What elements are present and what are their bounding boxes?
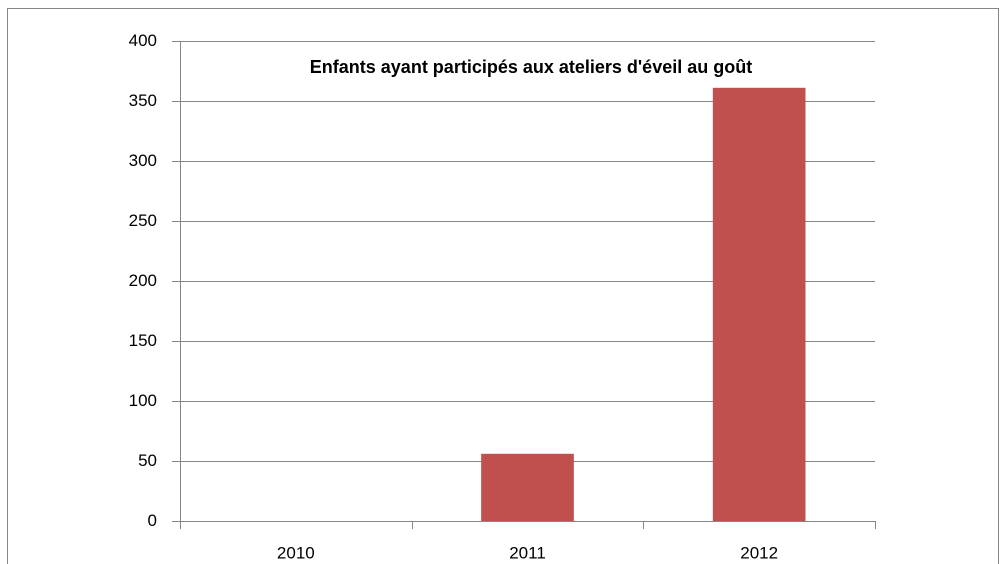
y-tick-label: 350 <box>129 91 157 110</box>
x-tick-label: 2012 <box>740 543 778 562</box>
y-tick-label: 400 <box>129 31 157 50</box>
y-tick-label: 100 <box>129 391 157 410</box>
bar <box>481 453 574 521</box>
x-tick-label: 2011 <box>509 543 546 562</box>
y-tick-label: 50 <box>138 451 157 470</box>
y-tick-label: 200 <box>129 271 157 290</box>
chart-title: Enfants ayant participés aux ateliers d'… <box>310 57 752 77</box>
bar <box>712 87 806 522</box>
chart-frame <box>7 8 999 564</box>
x-tick-label: 2010 <box>277 543 315 562</box>
y-tick-label: 250 <box>129 211 157 230</box>
y-tick-label: 150 <box>129 331 157 350</box>
y-tick-label: 300 <box>129 151 157 170</box>
y-tick-label: 0 <box>148 511 157 530</box>
